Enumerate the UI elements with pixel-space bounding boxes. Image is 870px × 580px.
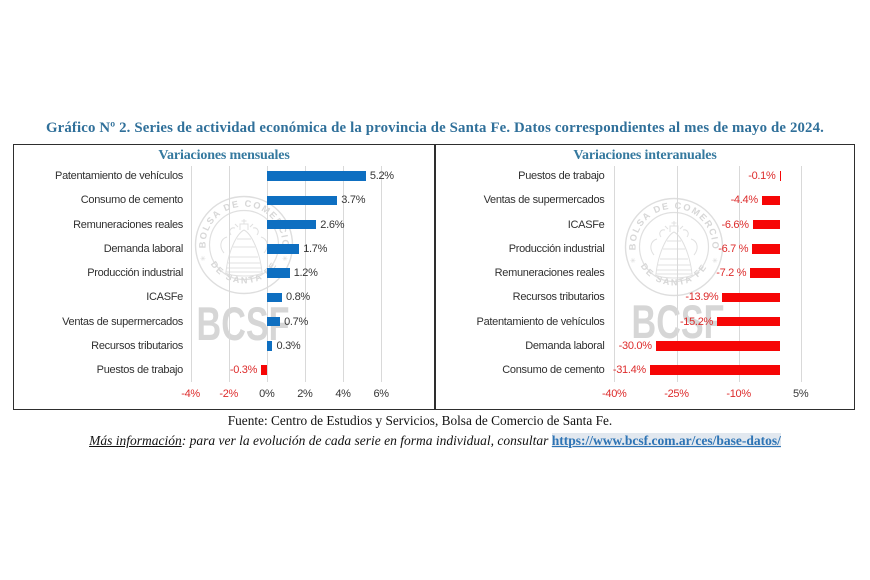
svg-text:✳: ✳ — [712, 257, 718, 265]
svg-text:✳: ✳ — [630, 257, 636, 265]
svg-text:✳: ✳ — [282, 255, 288, 263]
svg-text:✳: ✳ — [200, 255, 206, 263]
